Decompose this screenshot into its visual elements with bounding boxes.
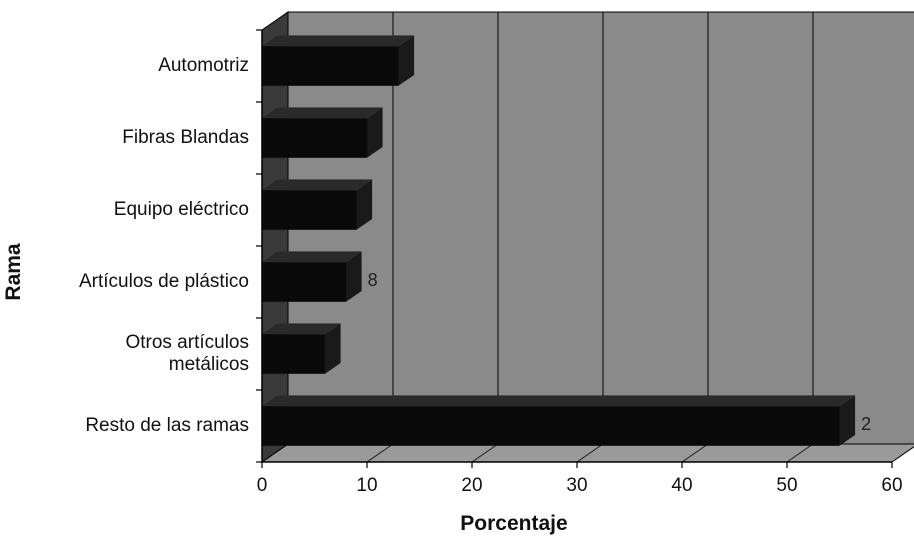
category-label: Artículos de plástico (79, 271, 249, 293)
category-label-line: Equipo eléctrico (113, 199, 249, 220)
category-label-line: Resto de las ramas (85, 415, 249, 436)
category-label: Resto de las ramas (85, 415, 249, 437)
bar-3 (262, 190, 357, 230)
category-label: Automotriz (158, 55, 249, 77)
data-label: 8 (367, 270, 378, 290)
bar-top-5 (262, 323, 341, 335)
x-tick-label: 60 (881, 475, 903, 496)
bar-top-3 (262, 179, 373, 191)
x-tick-label: 20 (461, 475, 483, 496)
bar-top-1 (262, 35, 415, 47)
floor-gridline-40 (681, 443, 709, 463)
bar-end-4 (346, 251, 362, 302)
plot-floor (260, 443, 914, 463)
bar-end-2 (367, 107, 383, 158)
x-axis-title: Porcentaje (460, 512, 568, 535)
bar-5 (262, 334, 325, 374)
y-axis-title: Rama (2, 243, 25, 301)
bar-6 (262, 406, 840, 446)
x-tick-label: 30 (566, 475, 588, 496)
category-label-line: Fibras Blandas (122, 127, 249, 148)
category-label: Fibras Blandas (122, 127, 249, 149)
bar-top-4 (262, 251, 362, 263)
x-tick-label: 40 (671, 475, 693, 496)
floor-gridline-10 (366, 443, 394, 463)
category-label: Equipo eléctrico (114, 199, 249, 221)
category-label: Otros artículos metálicos (125, 332, 249, 376)
bar-4 (262, 262, 346, 302)
category-label-line: metálicos (168, 354, 249, 375)
x-tick-label: 50 (776, 475, 798, 496)
data-label: 2 (861, 414, 872, 434)
bar-end-6 (839, 395, 856, 446)
category-label-line: Otros artículos (125, 332, 249, 353)
category-label-line: Automotriz (158, 55, 249, 76)
bar-top-6 (262, 395, 856, 407)
category-label-line: Artículos de plástico (78, 271, 249, 292)
bar-end-5 (325, 323, 341, 374)
bar-1 (262, 46, 399, 86)
bar-end-3 (356, 179, 373, 230)
x-tick-label: 0 (256, 475, 268, 496)
floor-gridline-20 (471, 443, 499, 463)
floor-gridline-50 (786, 443, 814, 463)
bar-end-1 (398, 35, 415, 86)
bar-top-2 (262, 107, 383, 119)
bar-2 (262, 118, 367, 158)
floor-gridline-30 (576, 443, 604, 463)
x-tick-label: 10 (356, 475, 378, 496)
